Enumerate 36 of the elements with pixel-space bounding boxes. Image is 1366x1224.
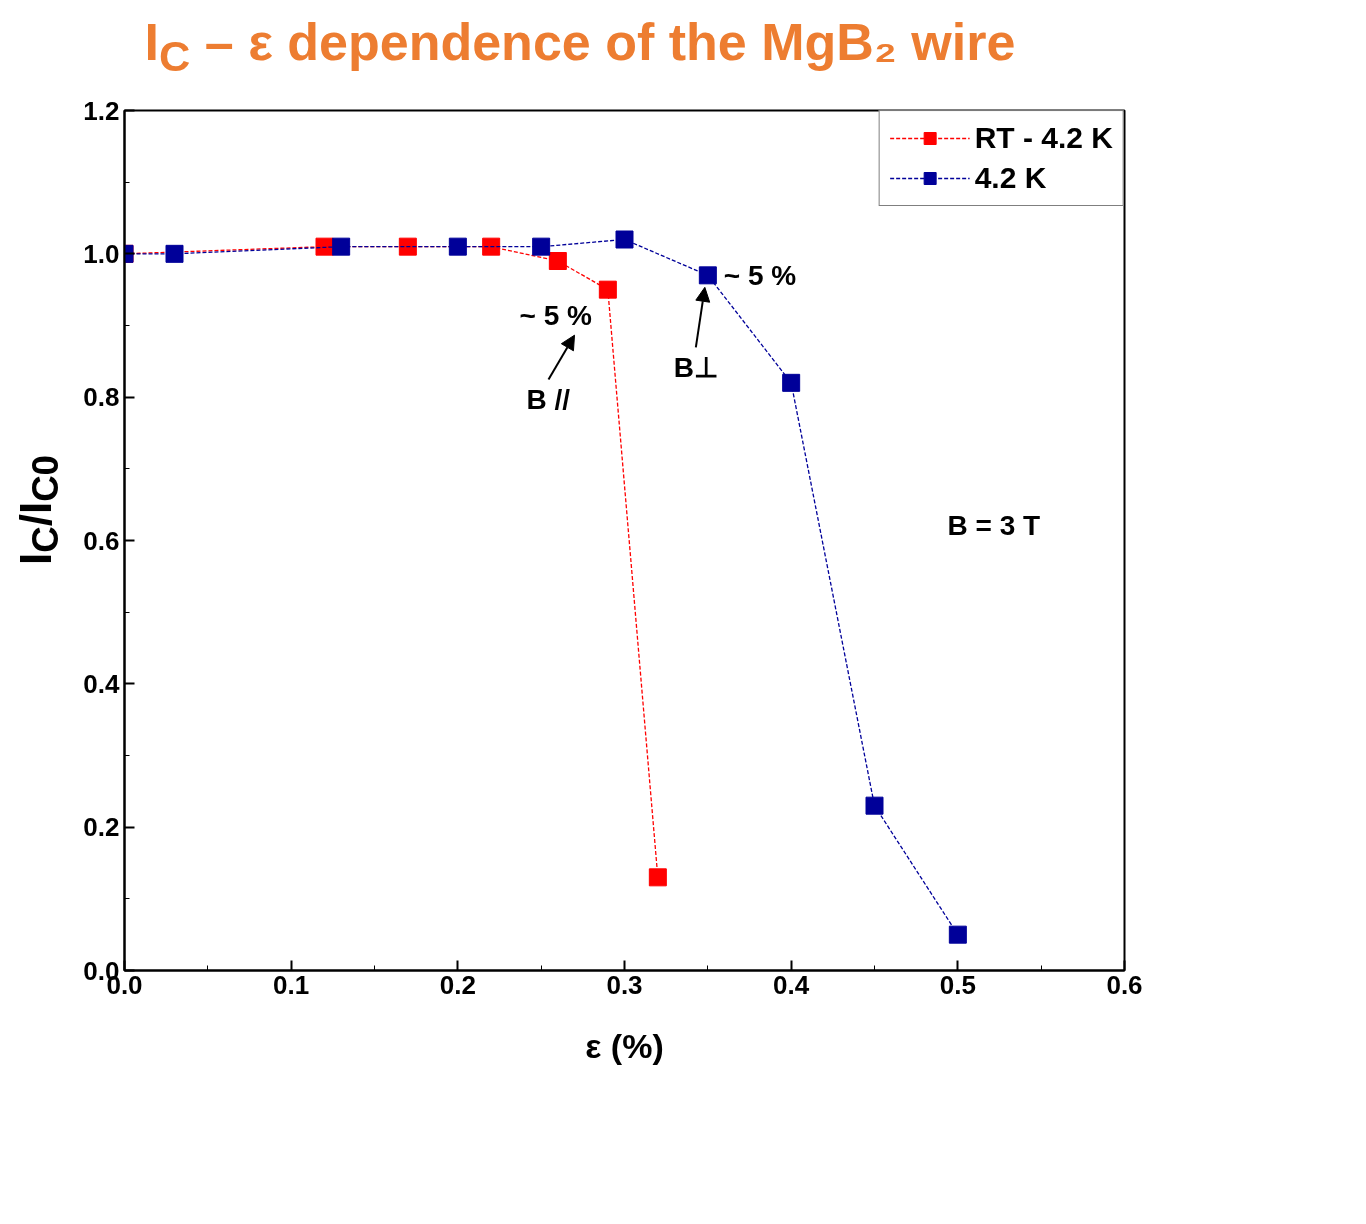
point xyxy=(648,868,667,887)
chart-title: I$_{C}$ – ε dependence of the MgB₂ wire xyxy=(144,12,1016,83)
x-axis-title: ε (%) xyxy=(585,1026,664,1065)
point xyxy=(698,266,717,285)
x-tick-label: 0.3 xyxy=(606,969,643,1000)
x-tick-label: 0.4 xyxy=(773,969,810,1000)
y-tick-label: 0.6 xyxy=(83,525,120,556)
point xyxy=(315,237,334,256)
annotation: B = 3 T xyxy=(947,510,1041,542)
point xyxy=(782,373,801,392)
y-tick-label: 0.2 xyxy=(83,812,120,843)
point xyxy=(398,237,417,256)
x-tick-label: 0.2 xyxy=(439,969,476,1000)
legend-label: 4.2 K xyxy=(974,161,1047,195)
point xyxy=(165,244,184,263)
point xyxy=(948,925,967,944)
y-tick-label: 0.8 xyxy=(83,382,120,413)
point xyxy=(598,280,617,299)
x-tick-label: 0.5 xyxy=(939,969,976,1000)
point xyxy=(332,237,351,256)
point xyxy=(448,237,467,256)
annotation: ~ 5 % xyxy=(723,259,797,291)
y-tick-label: 0.4 xyxy=(83,668,121,699)
point xyxy=(482,237,501,256)
point xyxy=(615,230,634,249)
point xyxy=(548,252,567,270)
annotation: ~ 5 % xyxy=(519,299,592,331)
y-tick-label: 1.2 xyxy=(83,95,120,126)
annotation: B // xyxy=(526,383,571,415)
x-tick-label: 0.1 xyxy=(273,969,310,1000)
x-tick-label: 0.6 xyxy=(1106,969,1143,1000)
point xyxy=(532,237,551,256)
legend-label: RT - 4.2 K xyxy=(974,121,1113,155)
annotation: B⊥ xyxy=(673,351,719,383)
y-tick-label: 1.0 xyxy=(83,238,120,269)
point xyxy=(865,796,884,815)
